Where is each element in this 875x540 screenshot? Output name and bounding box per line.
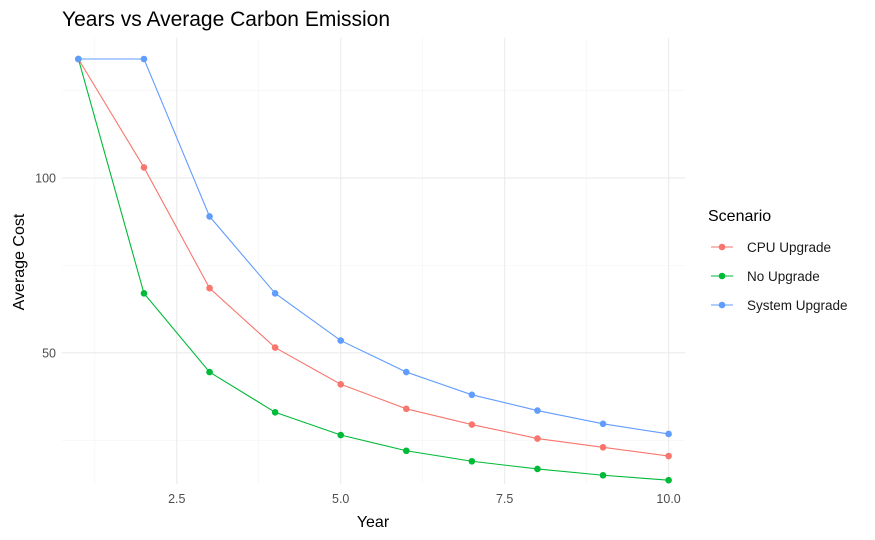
data-point-no-upgrade bbox=[140, 290, 148, 297]
legend-item-cpu-upgrade: CPU Upgrade bbox=[711, 240, 831, 255]
plot-grid bbox=[62, 38, 685, 484]
x-tick-label: 10.0 bbox=[656, 492, 680, 506]
data-point-no-upgrade bbox=[468, 457, 476, 465]
y-axis-ticks: 50 100 bbox=[35, 171, 56, 360]
legend-label: System Upgrade bbox=[747, 298, 848, 313]
data-point-cpu-upgrade bbox=[599, 443, 607, 451]
legend-label: No Upgrade bbox=[747, 269, 820, 284]
x-axis-title: Year bbox=[357, 514, 390, 531]
legend-key-point bbox=[718, 301, 726, 309]
series-points bbox=[75, 55, 672, 484]
data-point-cpu-upgrade bbox=[468, 421, 476, 428]
data-point-system-upgrade bbox=[468, 391, 476, 399]
data-point-system-upgrade bbox=[140, 55, 148, 63]
data-point-system-upgrade bbox=[665, 430, 672, 438]
legend-label: CPU Upgrade bbox=[747, 240, 831, 255]
data-point-system-upgrade bbox=[271, 290, 279, 297]
data-point-cpu-upgrade bbox=[665, 452, 672, 460]
x-axis-ticks: 2.5 5.0 7.5 10.0 bbox=[168, 492, 681, 506]
legend: Scenario CPU Upgrade No Upgrade System Upg… bbox=[708, 208, 848, 313]
y-tick-label: 50 bbox=[42, 346, 56, 360]
data-point-no-upgrade bbox=[665, 476, 672, 484]
legend-item-no-upgrade: No Upgrade bbox=[711, 269, 820, 284]
x-tick-label: 5.0 bbox=[332, 492, 349, 506]
y-axis-title: Average Cost bbox=[11, 213, 28, 310]
data-point-no-upgrade bbox=[271, 408, 279, 416]
data-point-no-upgrade bbox=[337, 431, 345, 439]
data-point-system-upgrade bbox=[206, 213, 213, 220]
data-point-system-upgrade bbox=[599, 420, 607, 428]
data-point-system-upgrade bbox=[337, 337, 345, 344]
series-line-no-upgrade bbox=[77, 58, 669, 481]
legend-key-point bbox=[718, 243, 726, 251]
x-tick-label: 7.5 bbox=[496, 492, 513, 506]
legend-title: Scenario bbox=[708, 208, 771, 225]
data-point-cpu-upgrade bbox=[271, 344, 279, 351]
data-point-system-upgrade bbox=[534, 407, 541, 414]
data-point-no-upgrade bbox=[206, 368, 213, 376]
series-lines bbox=[77, 58, 669, 481]
data-point-no-upgrade bbox=[599, 471, 607, 479]
y-tick-label: 100 bbox=[35, 171, 56, 185]
data-point-cpu-upgrade bbox=[337, 381, 345, 388]
data-point-cpu-upgrade bbox=[206, 284, 213, 292]
chart-title: Years vs Average Carbon Emission bbox=[62, 8, 390, 31]
data-point-no-upgrade bbox=[534, 465, 541, 473]
legend-key-point bbox=[718, 272, 726, 280]
data-point-no-upgrade bbox=[402, 447, 410, 455]
legend-item-system-upgrade: System Upgrade bbox=[711, 298, 848, 313]
x-tick-label: 2.5 bbox=[168, 492, 185, 506]
series-line-system-upgrade bbox=[78, 58, 669, 435]
data-point-cpu-upgrade bbox=[534, 435, 541, 442]
series-line-cpu-upgrade bbox=[77, 58, 669, 457]
data-point-system-upgrade bbox=[402, 368, 410, 376]
data-point-cpu-upgrade bbox=[140, 164, 148, 171]
data-point-cpu-upgrade bbox=[402, 405, 410, 413]
data-point-system-upgrade bbox=[75, 55, 82, 63]
